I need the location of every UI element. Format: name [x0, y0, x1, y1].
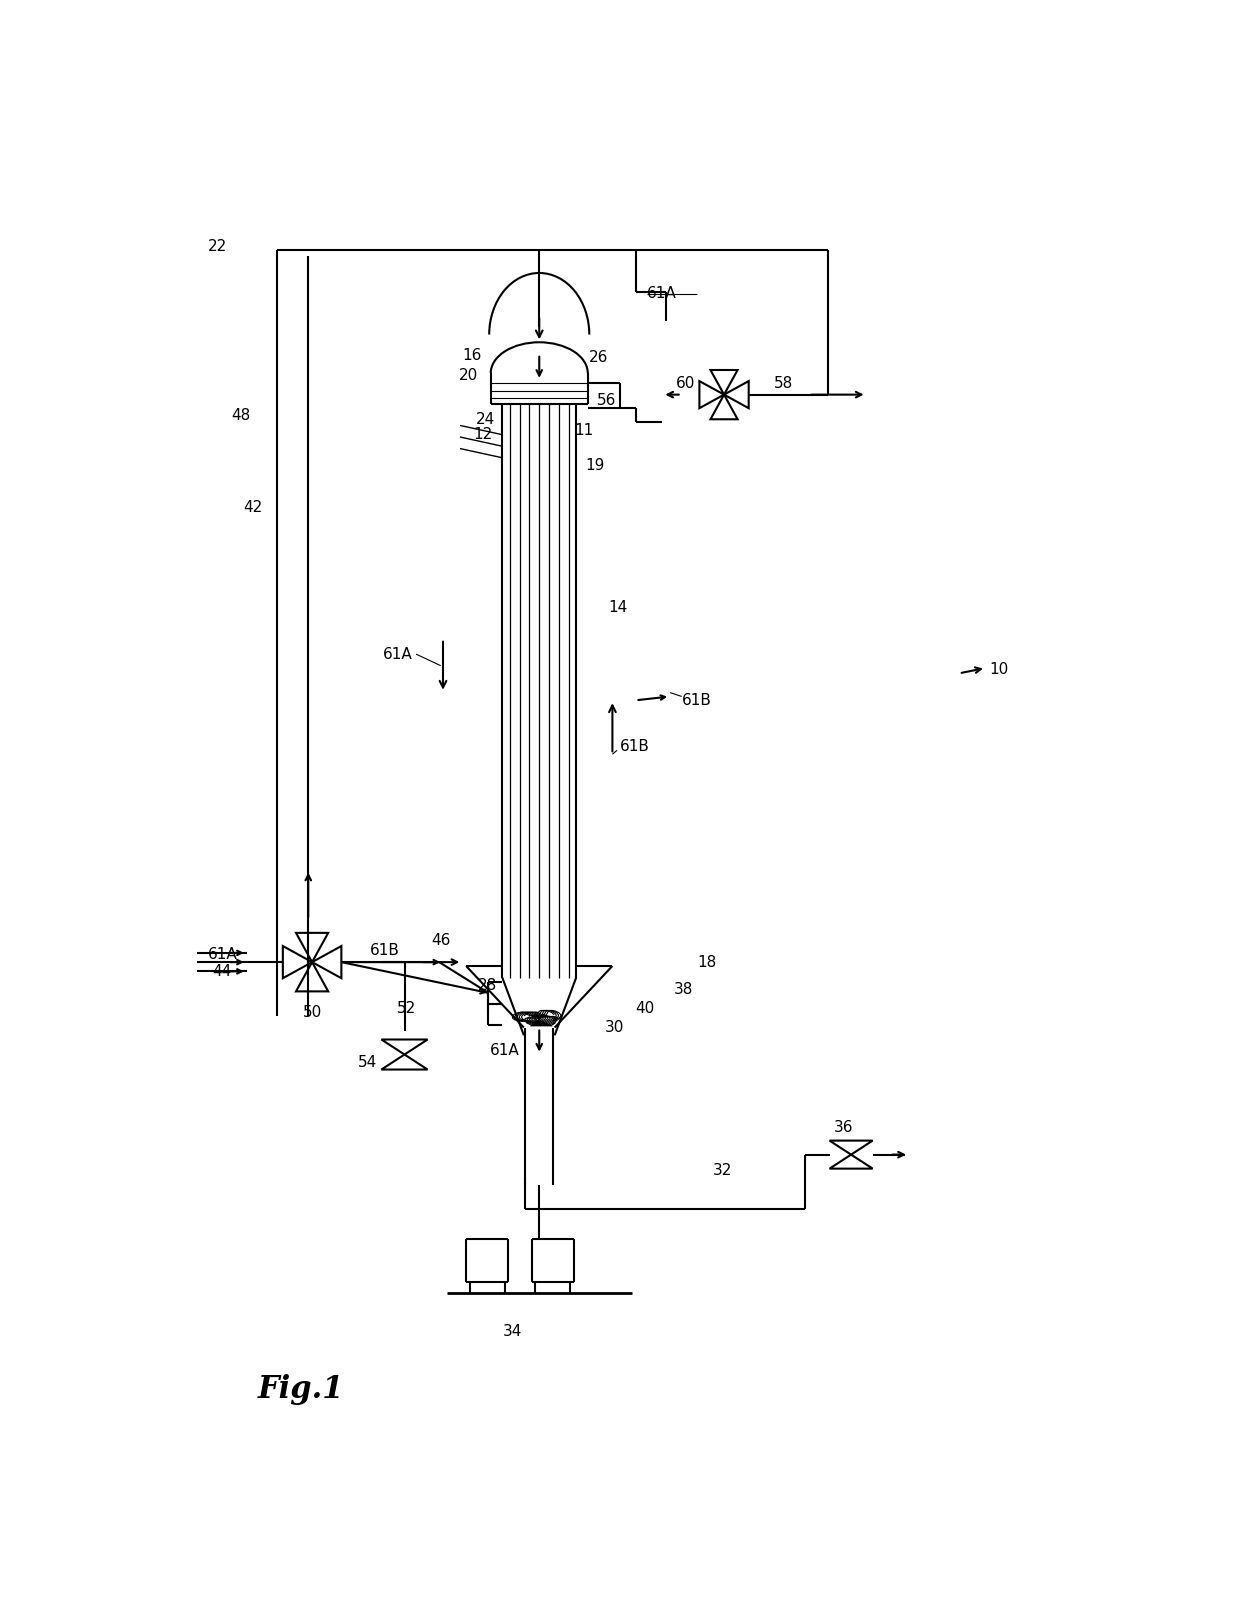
Text: 11: 11	[574, 423, 593, 439]
Text: 61B: 61B	[620, 740, 650, 754]
Text: 40: 40	[635, 1001, 655, 1015]
Text: 34: 34	[502, 1324, 522, 1338]
Text: 19: 19	[585, 458, 605, 472]
Text: 58: 58	[774, 376, 794, 391]
Text: 38: 38	[675, 981, 693, 996]
Text: 30: 30	[605, 1020, 624, 1036]
Text: 32: 32	[713, 1162, 732, 1177]
Text: 61A: 61A	[382, 647, 412, 661]
Text: 61A: 61A	[490, 1044, 520, 1058]
Text: 60: 60	[676, 376, 694, 391]
Text: 48: 48	[231, 408, 250, 423]
Text: 52: 52	[397, 1001, 417, 1015]
Text: 54: 54	[358, 1055, 377, 1069]
Text: 44: 44	[212, 964, 231, 978]
Text: 26: 26	[589, 351, 609, 365]
Text: 61B: 61B	[682, 693, 712, 708]
Text: 56: 56	[596, 392, 616, 408]
Text: 22: 22	[208, 239, 227, 253]
Text: 10: 10	[990, 663, 1009, 677]
Text: 18: 18	[697, 954, 717, 970]
Text: 50: 50	[303, 1005, 321, 1020]
Text: 28: 28	[477, 978, 497, 993]
Text: 61A: 61A	[208, 946, 238, 962]
Text: 36: 36	[833, 1121, 853, 1135]
Text: 20: 20	[459, 368, 477, 383]
Text: 42: 42	[243, 501, 262, 516]
Text: 46: 46	[432, 933, 451, 948]
Text: 12: 12	[474, 427, 494, 442]
Text: 14: 14	[609, 600, 627, 615]
Text: 61A: 61A	[647, 287, 677, 301]
Text: Fig.1: Fig.1	[258, 1374, 345, 1406]
Text: 24: 24	[476, 411, 495, 427]
Text: 16: 16	[463, 347, 481, 363]
Text: 61B: 61B	[371, 943, 401, 957]
